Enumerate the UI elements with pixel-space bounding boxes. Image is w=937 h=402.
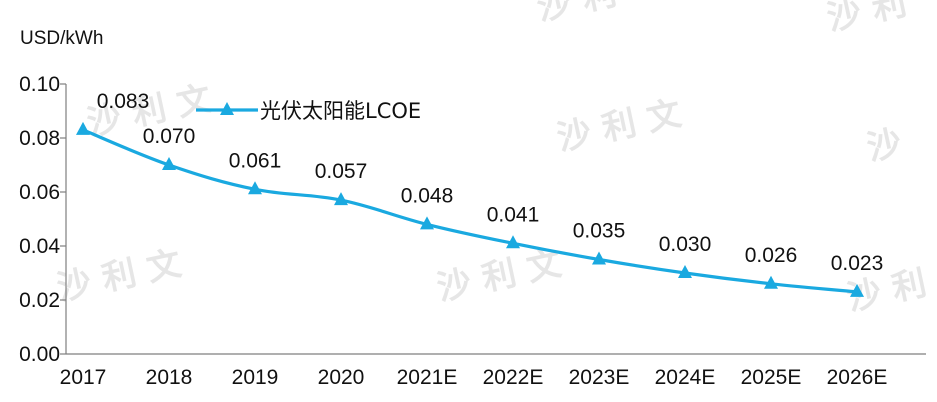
svg-text:沙 利 文: 沙 利 文 bbox=[434, 244, 565, 309]
data-point-marker-3 bbox=[334, 192, 348, 206]
data-label-4: 0.048 bbox=[401, 184, 454, 207]
data-point-marker-0 bbox=[76, 121, 90, 135]
y-axis-ticks: 0.00 0.02 0.04 0.06 0.08 0.10 bbox=[19, 73, 66, 366]
legend-label-lcoe: 光伏太阳能LCOE bbox=[260, 99, 421, 123]
x-tick-label-9: 2026E bbox=[827, 366, 888, 389]
data-label-3: 0.057 bbox=[315, 160, 368, 183]
series-layer: 0.083 0.070 0.061 0.057 0.048 0.041 0.035 0.030… bbox=[76, 90, 883, 297]
data-label-2: 0.061 bbox=[229, 149, 282, 172]
data-label-8: 0.026 bbox=[745, 244, 798, 267]
y-tick-label-0: 0.00 bbox=[19, 343, 60, 366]
y-tick-label-4: 0.08 bbox=[19, 127, 60, 150]
svg-text:沙 利 文: 沙 利 文 bbox=[54, 244, 185, 309]
data-label-7: 0.030 bbox=[659, 233, 712, 256]
data-point-marker-5 bbox=[506, 235, 520, 249]
data-point-marker-8 bbox=[764, 275, 778, 289]
data-label-0: 0.083 bbox=[97, 90, 150, 113]
data-point-marker-6 bbox=[592, 251, 606, 265]
x-axis: 2017 2018 2019 2020 2021E 2022E 2023E 2024E 2025… bbox=[60, 353, 926, 389]
x-tick-label-4: 2021E bbox=[397, 366, 458, 389]
svg-text:沙 利: 沙 利 bbox=[824, 0, 910, 39]
y-tick-label-3: 0.06 bbox=[19, 181, 60, 204]
svg-text:沙 利: 沙 利 bbox=[534, 0, 620, 29]
series-line-lcoe bbox=[81, 128, 859, 294]
legend: 光伏太阳能LCOE bbox=[196, 99, 421, 123]
data-point-marker-7 bbox=[678, 265, 692, 278]
data-point-marker-1 bbox=[162, 157, 176, 170]
data-label-6: 0.035 bbox=[573, 220, 626, 243]
y-tick-label-2: 0.04 bbox=[19, 235, 60, 258]
x-tick-label-2: 2019 bbox=[232, 366, 279, 389]
x-tick-label-6: 2023E bbox=[569, 366, 630, 389]
data-label-9: 0.023 bbox=[831, 252, 884, 275]
x-tick-label-1: 2018 bbox=[146, 366, 193, 389]
data-point-marker-2 bbox=[248, 181, 262, 195]
data-point-marker-9 bbox=[850, 283, 864, 297]
data-labels: 0.083 0.070 0.061 0.057 0.048 0.041 0.035 0.030… bbox=[97, 90, 884, 275]
data-label-5: 0.041 bbox=[487, 203, 540, 226]
watermark-layer: 沙 利 沙 利 沙 利 文 沙 利 文 沙 利 文 沙 利 文 沙 沙 利 bbox=[54, 0, 930, 319]
x-tick-label-3: 2020 bbox=[318, 366, 365, 389]
data-point-marker-4 bbox=[420, 216, 434, 230]
series-markers bbox=[76, 121, 864, 297]
svg-text:沙: 沙 bbox=[864, 123, 906, 169]
legend-triangle-marker bbox=[220, 102, 234, 115]
y-tick-label-5: 0.10 bbox=[19, 73, 60, 96]
x-tick-label-5: 2022E bbox=[483, 366, 544, 389]
y-tick-label-1: 0.02 bbox=[19, 289, 60, 312]
svg-text:沙 利 文: 沙 利 文 bbox=[554, 94, 685, 159]
y-axis-unit-label: USD/kWh bbox=[20, 28, 103, 49]
y-axis: 0.00 0.02 0.04 0.06 0.08 0.10 bbox=[19, 73, 67, 366]
x-tick-label-8: 2025E bbox=[741, 366, 802, 389]
x-axis-ticks: 2017 2018 2019 2020 2021E 2022E 2023E 2024E 2025… bbox=[60, 366, 888, 389]
data-label-1: 0.070 bbox=[143, 125, 196, 148]
x-tick-label-7: 2024E bbox=[655, 366, 716, 389]
x-tick-label-0: 2017 bbox=[60, 366, 107, 389]
